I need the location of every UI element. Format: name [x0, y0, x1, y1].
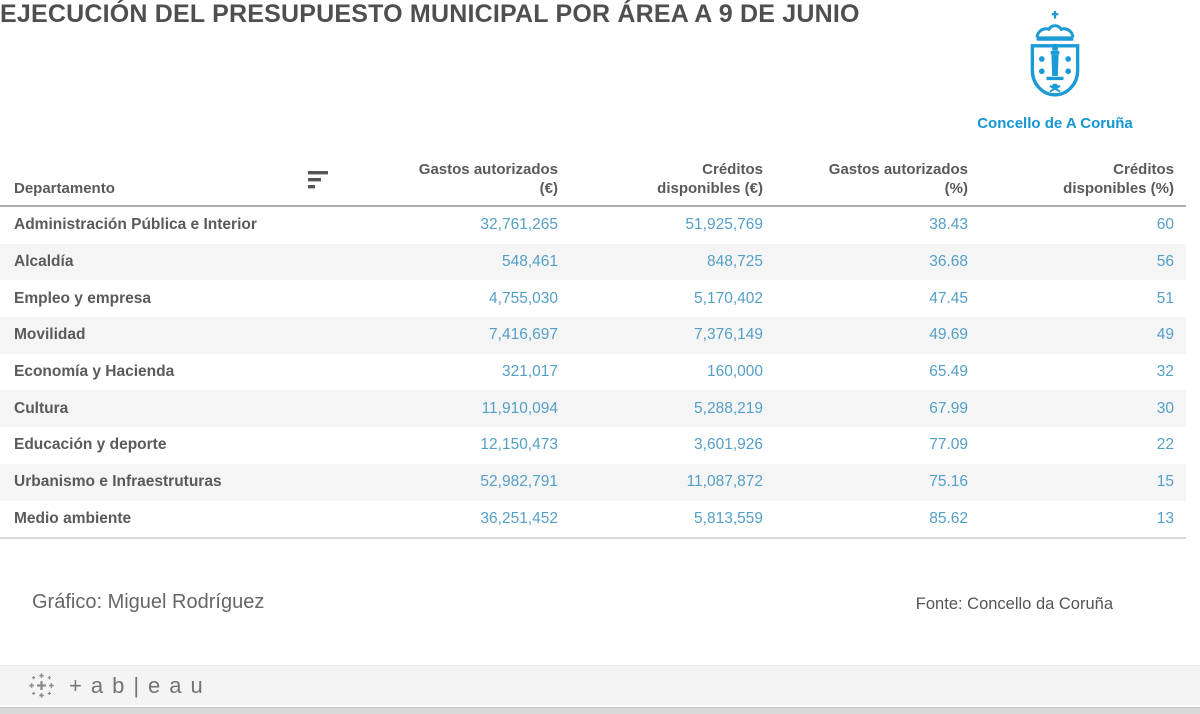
sort-descending-icon[interactable]	[308, 171, 329, 189]
department-cell[interactable]: Movilidad	[14, 326, 86, 344]
table-row: Urbanismo e Infraestruturas 52,982,791 1…	[0, 463, 1186, 501]
gastos-pct-cell[interactable]: 38.43	[929, 216, 968, 234]
page-title: EJECUCIÓN DEL PRESUPUESTO MUNICIPAL POR …	[0, 0, 860, 28]
table-row: Empleo y empresa 4,755,030 5,170,402 47.…	[0, 280, 1186, 317]
gastos-eur-cell[interactable]: 321,017	[501, 363, 558, 381]
gastos-pct-cell[interactable]: 77.09	[929, 436, 968, 454]
department-cell[interactable]: Medio ambiente	[14, 509, 132, 527]
creditos-pct-cell[interactable]: 60	[1156, 216, 1174, 234]
gastos-pct-cell[interactable]: 67.99	[929, 399, 968, 417]
creditos-eur-cell[interactable]: 5,288,219	[694, 399, 763, 417]
header-line: Gastos autorizados	[418, 161, 558, 178]
department-cell[interactable]: Urbanismo e Infraestruturas	[14, 473, 222, 491]
gastos-eur-cell[interactable]: 12,150,473	[480, 436, 558, 454]
creditos-eur-cell[interactable]: 51,925,769	[685, 216, 763, 234]
header-line: disponibles (€)	[657, 180, 763, 197]
gastos-pct-cell[interactable]: 65.49	[929, 363, 968, 381]
department-cell[interactable]: Empleo y empresa	[14, 289, 151, 307]
gastos-eur-cell[interactable]: 7,416,697	[489, 326, 558, 344]
departamento-header-label: Departamento	[14, 180, 115, 197]
gastos-eur-cell[interactable]: 4,755,030	[489, 289, 558, 307]
table-row: Alcaldía 548,461 848,725 36.68 56	[0, 243, 1186, 281]
creditos-pct-cell[interactable]: 30	[1156, 399, 1174, 417]
tableau-wordmark[interactable]: +ab|eau	[69, 672, 212, 698]
column-header-gastos-autorizados-eur[interactable]: Gastos autorizados (€)	[340, 160, 558, 198]
concello-caption: Concello de A Coruña	[977, 115, 1133, 132]
table-row: Economía y Hacienda 321,017 160,000 65.4…	[0, 354, 1186, 391]
gastos-eur-cell[interactable]: 36,251,452	[480, 509, 558, 527]
table-row: Cultura 11,910,094 5,288,219 67.99 30	[0, 390, 1186, 428]
header-line: (%)	[944, 180, 968, 197]
column-header-creditos-disponibles-pct[interactable]: Créditos disponibles (%)	[968, 160, 1186, 198]
creditos-pct-cell[interactable]: 32	[1156, 363, 1174, 381]
creditos-eur-cell[interactable]: 7,376,149	[694, 326, 763, 344]
department-cell[interactable]: Alcaldía	[14, 253, 74, 271]
gastos-pct-cell[interactable]: 49.69	[929, 326, 968, 344]
column-header-gastos-autorizados-pct[interactable]: Gastos autorizados (%)	[763, 160, 968, 198]
gastos-eur-cell[interactable]: 52,982,791	[480, 473, 558, 491]
gastos-pct-cell[interactable]: 36.68	[929, 253, 968, 271]
table-row: Administración Pública e Interior 32,761…	[0, 207, 1186, 244]
header-line: disponibles (%)	[1063, 180, 1174, 197]
department-cell[interactable]: Educación y deporte	[14, 436, 167, 454]
department-cell[interactable]: Economía y Hacienda	[14, 363, 175, 381]
budget-table: Departamento Gastos autorizados (€) Créd…	[0, 155, 1186, 540]
credits-source: Fonte: Concello da Coruña	[915, 595, 1113, 613]
header-line: (€)	[539, 180, 558, 197]
creditos-eur-cell[interactable]: 3,601,926	[694, 436, 763, 454]
gastos-pct-cell[interactable]: 47.45	[929, 289, 968, 307]
concello-logo: Concello de A Coruña	[952, 6, 1158, 132]
creditos-eur-cell[interactable]: 160,000	[706, 363, 763, 381]
gastos-pct-cell[interactable]: 75.16	[929, 473, 968, 491]
department-cell[interactable]: Cultura	[14, 399, 69, 417]
table-row: Medio ambiente 36,251,452 5,813,559 85.6…	[0, 501, 1186, 538]
gastos-eur-cell[interactable]: 11,910,094	[481, 399, 558, 417]
tableau-logo-icon[interactable]	[28, 672, 55, 699]
creditos-eur-cell[interactable]: 5,170,402	[694, 289, 763, 307]
department-cell[interactable]: Administración Pública e Interior	[14, 216, 257, 234]
gastos-pct-cell[interactable]: 85.62	[929, 509, 968, 527]
column-header-departamento[interactable]: Departamento	[0, 171, 340, 198]
table-row: Movilidad 7,416,697 7,376,149 49.69 49	[0, 317, 1186, 354]
coruna-crest-icon	[1030, 10, 1080, 97]
creditos-pct-cell[interactable]: 49	[1156, 326, 1174, 344]
creditos-pct-cell[interactable]: 51	[1156, 289, 1174, 307]
gastos-eur-cell[interactable]: 548,461	[501, 253, 558, 271]
creditos-eur-cell[interactable]: 848,725	[706, 253, 763, 271]
header-line: Créditos	[702, 161, 763, 178]
column-header-creditos-disponibles-eur[interactable]: Créditos disponibles (€)	[558, 160, 763, 198]
tableau-footer-bar: +ab|eau	[0, 665, 1200, 705]
creditos-pct-cell[interactable]: 22	[1156, 436, 1174, 454]
gastos-eur-cell[interactable]: 32,761,265	[480, 216, 558, 234]
credits-author: Gráfico: Miguel Rodríguez	[32, 591, 265, 613]
creditos-pct-cell[interactable]: 13	[1156, 509, 1174, 527]
horizontal-scrollbar[interactable]	[0, 707, 1200, 714]
creditos-eur-cell[interactable]: 5,813,559	[694, 509, 763, 527]
creditos-pct-cell[interactable]: 15	[1156, 473, 1174, 491]
table-body: Administración Pública e Interior 32,761…	[0, 207, 1186, 540]
table-header-row: Departamento Gastos autorizados (€) Créd…	[0, 155, 1186, 207]
header-line: Créditos	[1113, 161, 1174, 178]
creditos-pct-cell[interactable]: 56	[1156, 253, 1174, 271]
header-line: Gastos autorizados	[828, 161, 968, 178]
creditos-eur-cell[interactable]: 11,087,872	[686, 473, 763, 491]
table-row: Educación y deporte 12,150,473 3,601,926…	[0, 427, 1186, 464]
